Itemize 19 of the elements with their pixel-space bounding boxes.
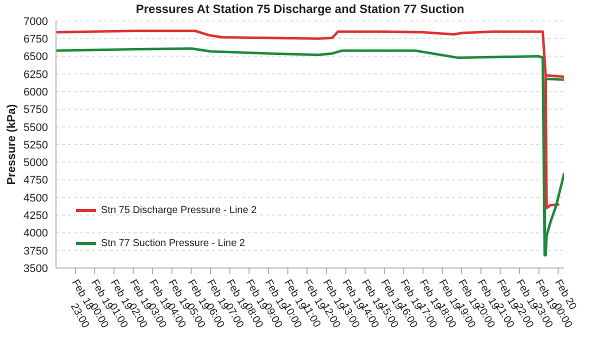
y-tick-label: 4500 — [24, 192, 48, 204]
y-axis-title: Pressure (kPa) — [6, 104, 18, 185]
y-tick-label: 7000 — [24, 16, 48, 28]
y-tick-label: 5750 — [24, 104, 48, 116]
y-tick-label: 6000 — [24, 86, 48, 98]
y-tick-label: 6250 — [24, 68, 48, 81]
y-tick-label: 4750 — [24, 174, 48, 187]
legend-label: Stn 77 Suction Pressure - Line 2 — [101, 238, 245, 248]
chart-title: Pressures At Station 75 Discharge and Station 77 Suction — [134, 2, 466, 16]
legend-label: Stn 75 Discharge Pressure - Line 2 — [101, 204, 257, 216]
y-tick-label: 6500 — [24, 51, 48, 64]
y-tick-label: 4000 — [24, 228, 48, 240]
y-tick-label: 5000 — [24, 157, 48, 170]
y-tick-label: 5500 — [24, 122, 48, 134]
y-tick-label: 6750 — [24, 34, 48, 46]
y-tick-label: 4250 — [24, 210, 48, 222]
y-tick-label: 3750 — [24, 245, 48, 258]
y-tick-label: 3500 — [24, 262, 48, 275]
y-tick-label: 5250 — [24, 139, 48, 152]
